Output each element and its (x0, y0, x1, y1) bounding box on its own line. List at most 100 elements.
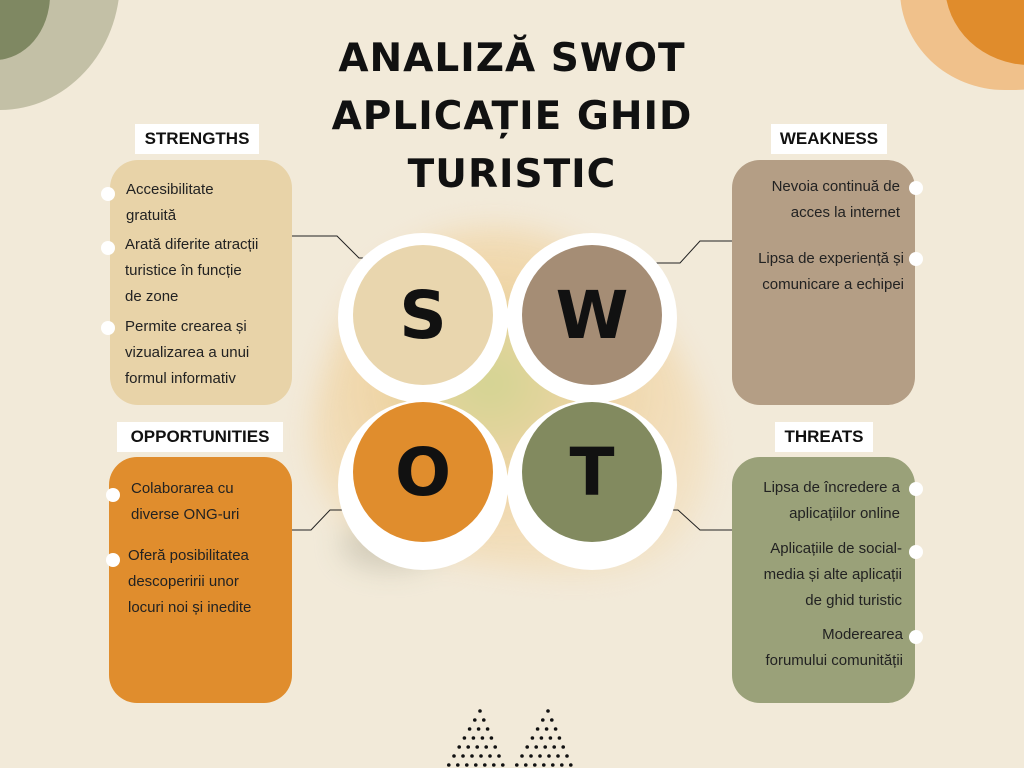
strengths-tag: STRENGTHS (135, 124, 259, 154)
opportunities-item-2-line-3: locuri noi și inedite (128, 599, 252, 616)
pattern-dot (548, 736, 553, 740)
pattern-dot (452, 754, 456, 758)
pattern-dot (489, 736, 494, 740)
pattern-dot (466, 745, 470, 749)
pattern-dot (479, 754, 483, 758)
circle-w: W (522, 245, 662, 385)
strengths-item-2-line-2: turistice în funcție (125, 262, 242, 279)
pattern-dot (483, 763, 487, 767)
pattern-dot (552, 745, 556, 749)
title-line-1: ANALIZĂ SWOT (338, 36, 686, 81)
pattern-dot (478, 709, 482, 713)
circle-t: T (522, 402, 662, 542)
strengths-card (110, 160, 292, 405)
pattern-dot (557, 736, 562, 740)
pattern-dot (476, 727, 481, 731)
pattern-dot (480, 736, 485, 740)
pattern-dot (462, 736, 467, 740)
dot-pattern-decoration (447, 709, 573, 767)
opportunities-item-2-line-2: descoperirii unor (128, 573, 239, 590)
pattern-dot (547, 754, 551, 758)
letter-t: T (569, 433, 615, 511)
pattern-dot (524, 763, 528, 767)
strengths-item-3-line-1: Permite crearea și (125, 318, 247, 335)
threats-item-3: Moderearea forumului comunității (705, 622, 903, 674)
threats-item-1-line-2: aplicațiilor online (789, 505, 900, 522)
weakness-item-1-line-1: Nevoia continuă de (771, 178, 900, 195)
opportunities-bullet-2 (106, 553, 120, 567)
pattern-dot (539, 736, 544, 740)
weakness-item-1: Nevoia continuă de acces la internet (720, 174, 900, 226)
pattern-dot (561, 745, 565, 749)
weakness-item-2: Lipsa de experiență și comunicare a echi… (714, 246, 904, 298)
pattern-dot (550, 718, 554, 722)
pattern-dot (535, 727, 540, 731)
strengths-item-2-line-1: Arată diferite atracții (125, 236, 259, 253)
weakness-tag: WEAKNESS (771, 124, 887, 154)
pattern-dot (544, 727, 549, 731)
weakness-bullet-1 (909, 181, 923, 195)
strengths-item-3: Permite crearea și vizualizarea a unui f… (125, 314, 249, 392)
circle-s: S (353, 245, 493, 385)
strengths-bullet-1 (101, 187, 115, 201)
pattern-dot (497, 754, 501, 758)
strengths-item-2-line-3: de zone (125, 288, 179, 305)
pattern-dot (533, 763, 537, 767)
opportunities-item-1-line-1: Colaborarea cu (131, 480, 234, 497)
threats-bullet-3 (909, 630, 923, 644)
pattern-dot (467, 727, 472, 731)
pattern-dot (525, 745, 529, 749)
letter-o: O (394, 433, 452, 511)
threats-item-1-line-1: Lipsa de încredere a (763, 479, 900, 496)
title-line-3: TURISTIC (407, 152, 617, 197)
pattern-dot (485, 727, 490, 731)
pattern-dot (560, 763, 564, 767)
opportunities-item-1: Colaborarea cu diverse ONG-uri (131, 476, 239, 528)
pattern-dot (529, 754, 533, 758)
pattern-dot (457, 745, 461, 749)
pattern-dot (530, 736, 535, 740)
weakness-item-1-line-2: acces la internet (790, 204, 900, 221)
pattern-dot (569, 763, 573, 767)
pattern-dot (482, 718, 486, 722)
pattern-dot (565, 754, 569, 758)
threats-item-3-line-1: Moderearea (822, 626, 903, 643)
pattern-dot (501, 763, 505, 767)
threats-bullet-1 (909, 482, 923, 496)
opportunities-tag: OPPORTUNITIES (117, 422, 283, 452)
strengths-item-1-line-2: gratuită (126, 207, 177, 224)
pattern-dot (456, 763, 460, 767)
page-title: ANALIZĂ SWOT APLICAȚIE GHID TURISTIC (312, 30, 712, 204)
pattern-dot (534, 745, 538, 749)
pattern-dot (447, 763, 451, 767)
strengths-item-1-line-1: Accesibilitate (126, 181, 214, 198)
pattern-dot (556, 754, 560, 758)
pattern-dot (484, 745, 488, 749)
pattern-dot (538, 754, 542, 758)
weakness-item-2-line-1: Lipsa de experiență și (758, 250, 904, 267)
strengths-item-2: Arată diferite atracții turistice în fun… (125, 232, 258, 310)
threats-card (732, 457, 915, 703)
weakness-bullet-2 (909, 252, 923, 266)
weakness-item-2-line-2: comunicare a echipei (762, 276, 904, 293)
pattern-dot (546, 709, 550, 713)
threats-item-2-line-3: de ghid turistic (805, 592, 902, 609)
threats-item-2: Aplicațiile de social- media și alte apl… (708, 536, 902, 614)
opportunities-item-2-line-1: Oferă posibilitatea (128, 547, 249, 564)
strengths-item-3-line-2: vizualizarea a unui (125, 344, 250, 361)
title-line-2: APLICAȚIE GHID (331, 94, 693, 139)
pattern-dot (520, 754, 524, 758)
pattern-dot (542, 763, 546, 767)
letter-s: S (399, 276, 447, 354)
letter-w: W (555, 276, 629, 354)
strengths-bullet-3 (101, 321, 115, 335)
weakness-card (732, 160, 915, 405)
threats-item-2-line-2: media și alte aplicații (763, 566, 902, 583)
pattern-dot (493, 745, 497, 749)
pattern-dot (492, 763, 496, 767)
pattern-dot (551, 763, 555, 767)
pattern-dot (541, 718, 545, 722)
pattern-dot (488, 754, 492, 758)
pattern-dot (543, 745, 547, 749)
pattern-dot (515, 763, 519, 767)
